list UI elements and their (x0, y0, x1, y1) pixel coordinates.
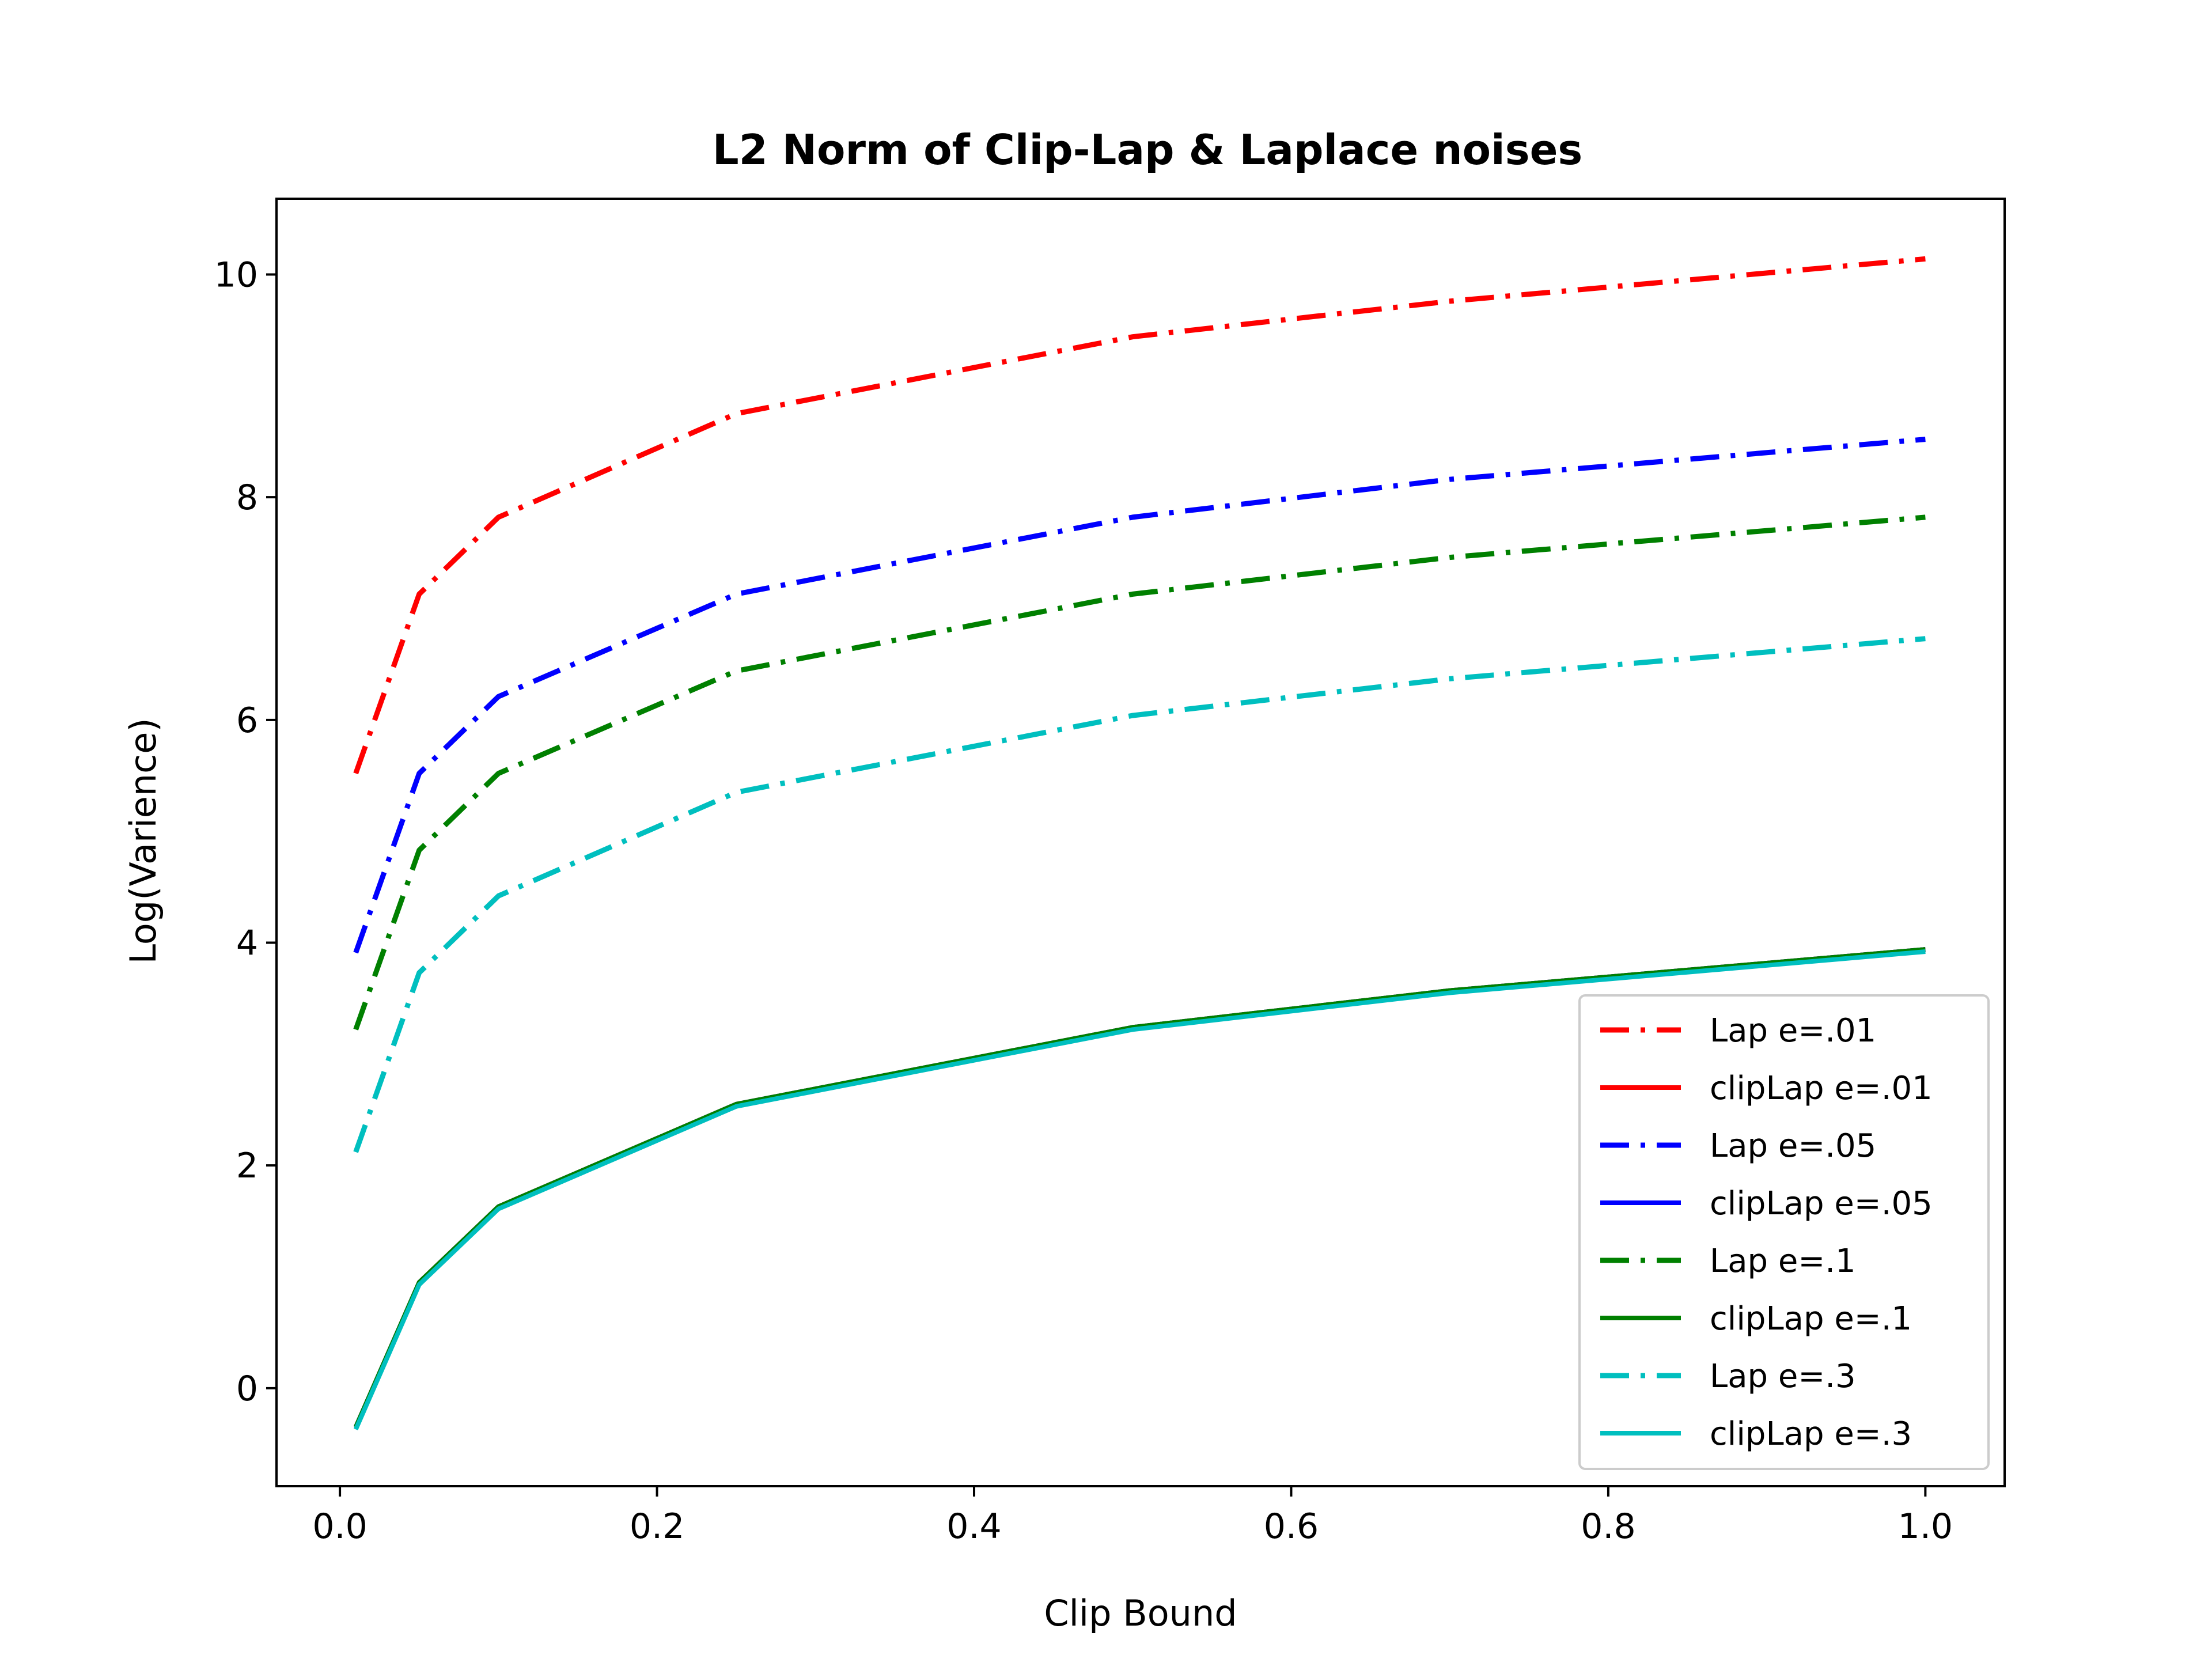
legend-items: Lap e=.01 clipLap e=.01 Lap e=.05 clipLap e… (1600, 1012, 1933, 1453)
legend-label: clipLap e=.1 (1710, 1300, 1912, 1338)
x-tick-label: 1.0 (1898, 1506, 1953, 1547)
y-axis: 0 2 4 6 8 10 (214, 255, 276, 1409)
legend-label: Lap e=.05 (1710, 1127, 1876, 1165)
y-tick-label: 4 (236, 923, 258, 964)
x-axis-label: Clip Bound (1044, 1592, 1237, 1634)
legend-label: clipLap e=.05 (1710, 1185, 1933, 1222)
series-layer (353, 256, 1926, 1431)
x-axis: 0.0 0.2 0.4 0.6 0.8 1.0 (312, 1486, 1953, 1547)
legend-label: Lap e=.01 (1710, 1012, 1876, 1050)
y-axis-label: Log(Varience) (122, 718, 164, 964)
legend-label: clipLap e=.01 (1710, 1070, 1933, 1107)
legend-label: Lap e=.3 (1710, 1358, 1856, 1395)
series-line-lap-e-05 (353, 437, 1926, 954)
series-line-lap-e-1 (353, 514, 1926, 1031)
y-tick-label: 2 (236, 1146, 258, 1186)
legend-box (1578, 994, 1990, 1470)
series-line-cliplap-e-3 (353, 949, 1926, 1431)
y-tick-label: 0 (236, 1369, 258, 1409)
x-tick-label: 0.2 (630, 1506, 684, 1547)
y-tick-label: 10 (214, 255, 258, 295)
axes-frame (275, 198, 2006, 1487)
x-tick-label: 0.0 (312, 1506, 367, 1547)
x-tick-label: 0.6 (1264, 1506, 1319, 1547)
chart-title: L2 Norm of Clip-Lap & Laplace noises (713, 126, 1583, 174)
y-tick-label: 6 (236, 700, 258, 741)
legend-label: clipLap e=.3 (1710, 1415, 1912, 1453)
series-line-lap-e-3 (353, 636, 1926, 1153)
x-tick-label: 0.8 (1581, 1506, 1635, 1547)
legend: Lap e=.01 clipLap e=.01 Lap e=.05 clipLap e… (1578, 994, 1990, 1470)
x-tick-label: 0.4 (946, 1506, 1001, 1547)
series-line-lap-e-01 (353, 256, 1926, 775)
legend-label: Lap e=.1 (1710, 1243, 1856, 1280)
y-tick-label: 8 (236, 478, 258, 518)
